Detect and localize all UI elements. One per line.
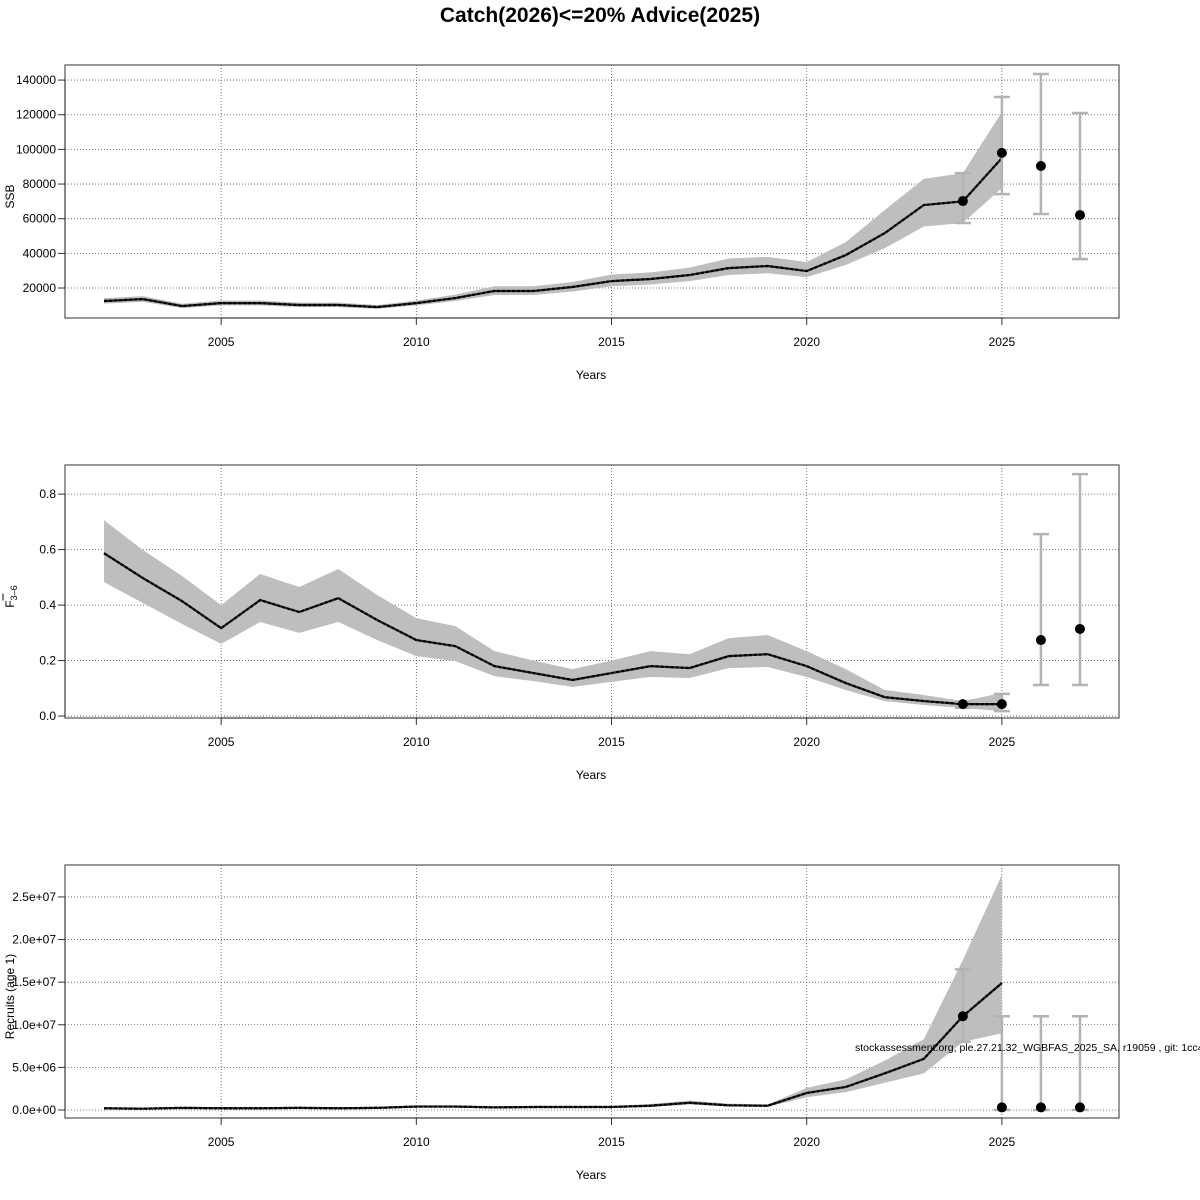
y-tick-label: 120000: [16, 108, 56, 122]
confidence-band: [104, 520, 1002, 712]
annotation-text: stockassessment.org, ple.27.21.32_WGBFAS…: [855, 1042, 1200, 1054]
y-tick-label: 0.6: [39, 543, 56, 557]
y-tick-label: 2.0e+07: [12, 933, 56, 947]
data-point: [996, 1102, 1007, 1113]
x-tick-label: 2020: [793, 1135, 820, 1149]
y-axis-label: SSB: [3, 184, 17, 208]
x-axis-label: Years: [576, 1168, 606, 1182]
x-tick-label: 2025: [989, 735, 1016, 749]
y-tick-label: 40000: [23, 246, 57, 260]
data-point: [996, 699, 1007, 710]
x-axis-label: Years: [576, 368, 606, 382]
x-tick-label: 2020: [793, 335, 820, 349]
y-axis-label: Recruits (age 1): [3, 954, 17, 1039]
y-tick-label: 0.2: [39, 654, 56, 668]
x-tick-label: 2010: [403, 335, 430, 349]
data-point: [1074, 1102, 1085, 1113]
y-axis-label: F3–6: [3, 585, 19, 607]
y-tick-label: 1.5e+07: [12, 975, 56, 989]
y-tick-label: 5.0e+06: [12, 1060, 56, 1074]
data-point: [1035, 1102, 1046, 1113]
data-point: [1074, 210, 1085, 221]
y-tick-label: 60000: [23, 212, 57, 226]
y-tick-label: 2.5e+07: [12, 890, 56, 904]
x-tick-label: 2015: [598, 735, 625, 749]
x-tick-label: 2005: [208, 1135, 235, 1149]
x-tick-label: 2010: [403, 735, 430, 749]
confidence-band: [104, 874, 1002, 1110]
x-tick-label: 2005: [208, 735, 235, 749]
y-tick-label: 100000: [16, 142, 56, 156]
data-point: [1035, 161, 1046, 172]
data-point: [1074, 623, 1085, 634]
data-point: [957, 699, 968, 710]
panel-2: 2005 2010 2015 2020 2025 0.0 0.2 0.4 0.6 0.8 Years…: [2, 464, 1120, 782]
y-tick-label: 140000: [16, 73, 56, 87]
y-axis-label-subscript: 3–6: [9, 585, 19, 600]
confidence-band: [104, 112, 1002, 309]
data-point: [1035, 635, 1046, 646]
x-tick-label: 2025: [989, 1135, 1016, 1149]
data-point: [996, 147, 1007, 158]
y-tick-label: 0.8: [39, 487, 56, 501]
estimate-line-dashed: [104, 982, 1003, 1110]
estimate-line-dashed: [103, 552, 1002, 706]
x-tick-label: 2020: [793, 735, 820, 749]
estimate-line-dashed: [103, 157, 1003, 309]
y-tick-label: 80000: [23, 177, 57, 191]
y-tick-label: 0.0: [39, 709, 56, 723]
x-tick-label: 2015: [598, 335, 625, 349]
x-axis-label: Years: [576, 768, 606, 782]
y-tick-label: 0.0e+00: [12, 1103, 56, 1117]
x-tick-label: 2015: [598, 1135, 625, 1149]
panel-1: 2005 2010 2015 2020 2025 20000 40000 60000 80000…: [3, 64, 1120, 382]
x-tick-label: 2005: [208, 335, 235, 349]
y-tick-label: 1.0e+07: [12, 1018, 56, 1032]
y-tick-label: 20000: [23, 281, 57, 295]
x-tick-label: 2010: [403, 1135, 430, 1149]
chart-title: Catch(2026)<=20% Advice(2025): [439, 4, 761, 27]
y-tick-label: 0.4: [39, 598, 56, 612]
x-tick-label: 2025: [989, 335, 1016, 349]
data-point: [957, 196, 968, 207]
data-point: [957, 1011, 968, 1022]
panel-3: 2005 2010 2015 2020 2025 0.0e+00 5.0e+06 1.0e+0…: [3, 864, 1120, 1182]
